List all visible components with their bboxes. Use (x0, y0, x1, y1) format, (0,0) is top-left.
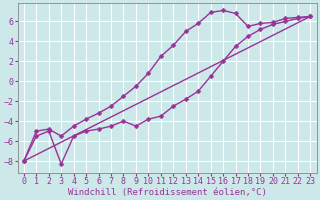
X-axis label: Windchill (Refroidissement éolien,°C): Windchill (Refroidissement éolien,°C) (68, 188, 267, 197)
